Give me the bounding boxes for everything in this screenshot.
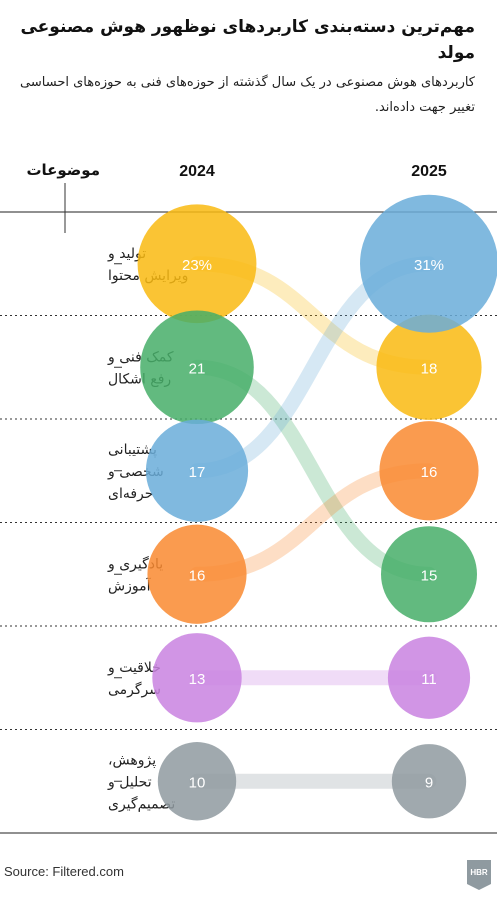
row-label-line: خلاقیت و xyxy=(107,660,161,676)
category-header: موضوعات xyxy=(26,161,100,179)
value-label-content-2024: 23% xyxy=(182,257,212,274)
value-label-personal-2025: 31% xyxy=(414,257,444,274)
circle-personal-2025 xyxy=(360,194,497,333)
hbr-logo: HBR xyxy=(467,860,491,890)
column-header-2024: 2024 xyxy=(179,163,215,180)
value-label-research-2024: 10 xyxy=(189,774,206,791)
row-label-line: تولید و xyxy=(107,246,146,262)
row-label-line: آموزش xyxy=(108,577,152,594)
circle-creativity-2024 xyxy=(152,633,242,723)
chart-title: مهم‌ترین دسته‌بندی کاربردهای نوظهور هوش … xyxy=(20,17,475,63)
circle-personal-2024 xyxy=(145,419,249,522)
row-label-line: پژوهش، xyxy=(108,752,156,768)
circle-content-2025 xyxy=(376,314,482,420)
circle-content-2024 xyxy=(137,204,257,324)
circle-creativity-2025 xyxy=(387,636,471,719)
source-note: Source: Filtered.com xyxy=(4,864,124,879)
value-circles xyxy=(137,194,497,821)
row-label-research: پژوهش، تحلیل و تصمیم‌گیری xyxy=(107,752,175,812)
circle-learning-2025 xyxy=(379,421,479,521)
value-labels: 23% 18 21 15 17 31% 16 16 13 11 10 9 xyxy=(182,257,444,792)
value-label-personal-2024: 17 xyxy=(189,464,206,481)
circle-support-2025 xyxy=(381,526,477,623)
column-headers: موضوعات 2024 2025 xyxy=(26,161,447,233)
circle-learning-2024 xyxy=(147,524,247,624)
row-label-line: سرگرمی xyxy=(108,681,161,698)
value-label-learning-2024: 16 xyxy=(189,567,206,584)
chart-subtitle: کاربردهای هوش مصنوعی در یک سال گذشته از … xyxy=(20,75,475,115)
value-label-creativity-2024: 13 xyxy=(189,671,206,688)
row-label-creativity: خلاقیت و سرگرمی xyxy=(107,660,161,698)
column-header-2025: 2025 xyxy=(411,163,447,180)
value-label-creativity-2025: 11 xyxy=(421,671,437,688)
row-label-line: حرفه‌ای xyxy=(108,486,153,502)
svg-text:HBR: HBR xyxy=(470,868,488,877)
circle-research-2025 xyxy=(391,744,467,819)
row-label-line: تحلیل و xyxy=(107,774,152,790)
circle-support-2024 xyxy=(140,310,254,425)
row-label-line: پشتیبانی xyxy=(108,442,157,458)
value-label-support-2025: 15 xyxy=(421,567,438,584)
value-label-research-2025: 9 xyxy=(425,774,433,791)
row-label-line: تصمیم‌گیری xyxy=(108,795,175,812)
circle-research-2024 xyxy=(157,742,237,821)
value-label-learning-2025: 16 xyxy=(421,464,438,481)
value-label-content-2025: 18 xyxy=(421,360,438,377)
value-label-support-2024: 21 xyxy=(189,360,206,377)
